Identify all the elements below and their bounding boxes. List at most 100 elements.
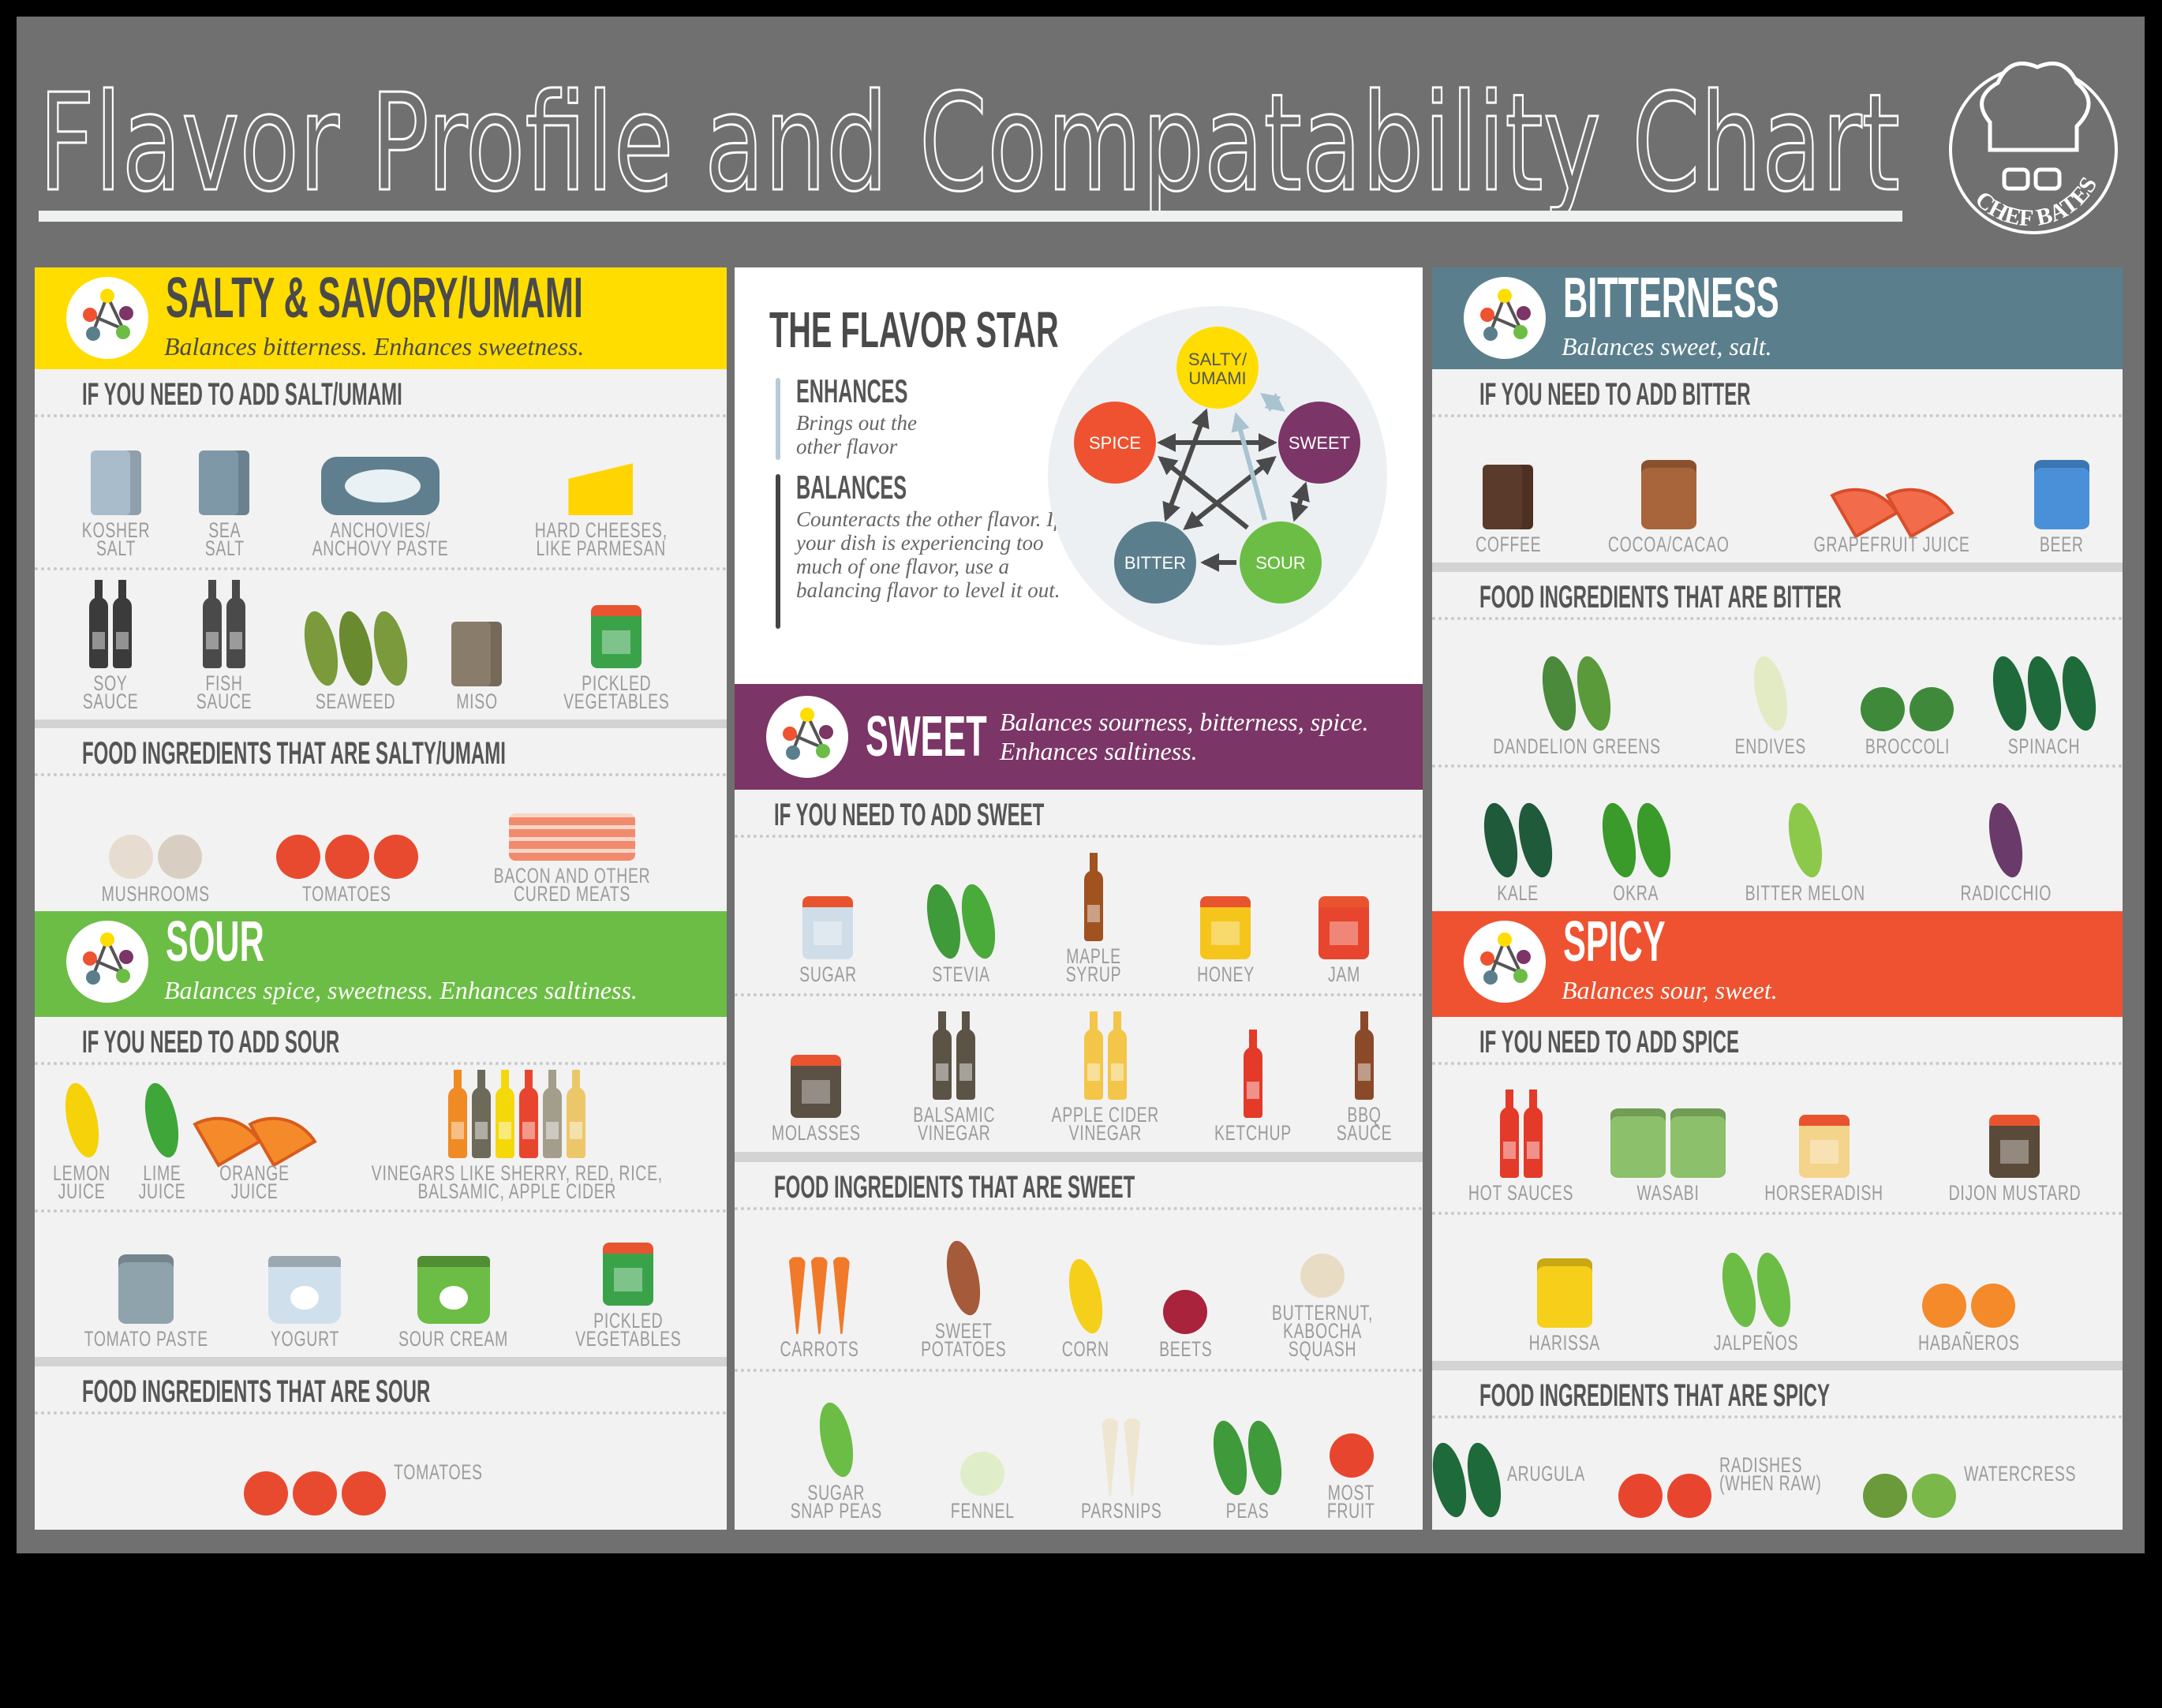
- round-shape: [157, 834, 202, 879]
- ingredient-label: WASABI: [1636, 1181, 1700, 1205]
- can-shape: [1670, 1108, 1726, 1179]
- title-text: Flavor Profile and Compatability Chart: [39, 65, 1900, 222]
- flavor-star-icon: [66, 921, 148, 1003]
- add-spice-section: IF YOU NEED TO ADD SPICE HOT SAUCES WASABI…: [1432, 1017, 2123, 1361]
- ingredient-item: APPLE CIDER VINEGAR: [1031, 1006, 1180, 1144]
- ingredient-label: FISH SAUCE: [196, 671, 252, 713]
- item-row: MUSHROOMS TOMATOES BACON AND OTHER CURED M…: [35, 776, 727, 911]
- item-row: SOY SAUCE FISH SAUCE SEAWEED MISO PICKLED VE…: [35, 570, 727, 720]
- grapefruit-icon: [1829, 443, 1954, 539]
- sweet-subtitle: Balances sourness, bitterness, spice. En…: [1000, 708, 1369, 765]
- slice-shape: [1829, 469, 1899, 539]
- leaf-shape: [1630, 800, 1677, 880]
- item-row: ARUGULA RADISHES (WHEN RAW) WATERCRESS: [1427, 1418, 2123, 1530]
- ingredient-label: HARD CHEESES, LIKE PARMESAN: [534, 518, 668, 561]
- miso-icon: [451, 600, 503, 686]
- ingredient-label: PICKLED VEGETABLES: [574, 1309, 682, 1351]
- yogurt-icon: [268, 1237, 342, 1325]
- bottle-shape: [543, 1070, 563, 1159]
- leaf-shape: [956, 881, 1001, 962]
- food-salty-section: FOOD INGREDIENTS THAT ARE SALTY/UMAMI MUS…: [35, 728, 727, 911]
- bottle-shape: [956, 1011, 975, 1101]
- column-bitter-spicy: BITTERNESS Balances sweet, salt. IF YOU …: [1427, 267, 2123, 1530]
- ingredient-label: SOUR CREAM: [398, 1327, 509, 1351]
- ingredient-item: PEAS: [1207, 1381, 1288, 1523]
- food-sour-section: FOOD INGREDIENTS THAT ARE SOUR TOMATOES: [35, 1366, 727, 1530]
- sour-title: SOUR: [166, 910, 264, 974]
- item-row: SUGAR STEVIA MAPLE SYRUP HONEY JAM: [735, 838, 1423, 996]
- ingredient-item: TOMATOES: [275, 784, 418, 906]
- ingredient-item: PICKLED VEGETABLES: [555, 1221, 702, 1351]
- ingredient-label: PEAS: [1225, 1498, 1270, 1523]
- ingredient-item: PICKLED VEGETABLES: [543, 579, 690, 712]
- ingredient-label: HORSERADISH: [1764, 1181, 1883, 1205]
- ingredient-item: OKRA: [1595, 776, 1677, 906]
- item-row: MOLASSES BALSAMIC VINEGAR APPLE CIDER VINE…: [735, 996, 1423, 1152]
- leaf-shape: [921, 881, 967, 962]
- root-shape: [1101, 1418, 1119, 1496]
- sugar-jar-icon: [802, 873, 854, 960]
- ketchup-icon: [1243, 1030, 1262, 1119]
- okra-icon: [1595, 791, 1677, 880]
- ingredient-label: TOMATOES: [302, 881, 392, 906]
- round-shape: [1666, 1473, 1711, 1518]
- dandelion-greens-icon: [1536, 645, 1617, 734]
- ingredient-label: GRAPEFRUIT JUICE: [1813, 532, 1970, 556]
- ingredient-item: BBQ SAUCE: [1326, 1006, 1403, 1146]
- ingredient-label: BROCCOLI: [1865, 734, 1950, 758]
- ingredient-item: ENDIVES: [1721, 629, 1820, 757]
- ingredient-item: MAPLE SYRUP: [1055, 847, 1132, 985]
- add-sweet-section: IF YOU NEED TO ADD SWEET SUGAR STEVIA MAPLE…: [735, 790, 1423, 1152]
- section-heading: FOOD INGREDIENTS THAT ARE SPICY: [1479, 1378, 1831, 1413]
- broccoli-icon: [1861, 645, 1954, 731]
- spinach-icon: [1987, 645, 2102, 734]
- round-shape: [960, 1451, 1005, 1496]
- bottle-shape: [1084, 853, 1103, 942]
- ingredient-label: COCOA/CACAO: [1607, 532, 1730, 556]
- tomatoes-icon: [244, 1429, 387, 1516]
- ingredient-item: ANCHOVIES/ ANCHOVY PASTE: [286, 426, 475, 559]
- node-spice: [1074, 402, 1156, 484]
- beets-icon: [1163, 1247, 1208, 1335]
- ingredient-label: HABAÑEROS: [1917, 1330, 2020, 1355]
- ingredient-item: COCOA/CACAO: [1584, 426, 1753, 556]
- ingredient-label: STEVIA: [932, 962, 991, 987]
- ingredient-label: FENNEL: [950, 1498, 1015, 1523]
- ingredient-label: OKRA: [1613, 881, 1659, 906]
- tub-shape: [268, 1256, 342, 1325]
- section-heading: IF YOU NEED TO ADD SALT/UMAMI: [82, 377, 402, 412]
- ingredient-label: ARUGULA: [1506, 1462, 1586, 1486]
- leaf-shape: [298, 607, 344, 689]
- leaf-shape: [1983, 800, 2029, 880]
- bottle-shape: [472, 1070, 492, 1159]
- can-shape: [118, 1254, 174, 1325]
- peas-icon: [1207, 1409, 1288, 1498]
- add-salt-section: IF YOU NEED TO ADD SALT/UMAMI KOSHER SALT…: [35, 369, 727, 719]
- round-shape: [324, 834, 369, 879]
- jar-shape: [1989, 1115, 2040, 1179]
- bitter-header: BITTERNESS Balances sweet, salt.: [1432, 267, 2123, 369]
- ingredient-item: BUTTERNUT, KABOCHA SQUASH: [1252, 1220, 1393, 1360]
- ingredient-label: RADISHES (WHEN RAW): [1719, 1452, 1822, 1495]
- leaf-shape: [1063, 1256, 1109, 1337]
- section-heading: FOOD INGREDIENTS THAT ARE SOUR: [82, 1374, 431, 1409]
- ingredient-label: SPINACH: [2008, 734, 2081, 758]
- bottle-shape: [1499, 1089, 1519, 1179]
- node-sweet-label: SWEET: [1289, 433, 1350, 453]
- tub-shape: [417, 1256, 490, 1325]
- fish-sauce-icon: [203, 579, 246, 668]
- ingredient-item: LEMON JUICE: [42, 1074, 122, 1202]
- round-shape: [373, 834, 418, 879]
- maple-syrup-icon: [1084, 853, 1103, 942]
- ingredient-label: BBQ SAUCE: [1337, 1103, 1393, 1146]
- ingredient-item: SOY SAUCE: [72, 579, 149, 712]
- fish-shape: [320, 457, 440, 516]
- ingredient-label: MUSHROOMS: [101, 881, 210, 906]
- ingredient-item: WATERCRESS: [1863, 1431, 2120, 1518]
- bottle-shape: [1523, 1089, 1543, 1179]
- fennel-icon: [960, 1409, 1005, 1496]
- round-shape: [108, 834, 153, 879]
- ingredient-label: SEAWEED: [315, 689, 396, 713]
- spicy-subtitle: Balances sour, sweet.: [1562, 976, 1778, 1004]
- chef-bates-logo: CHEF BATES: [1949, 62, 2118, 234]
